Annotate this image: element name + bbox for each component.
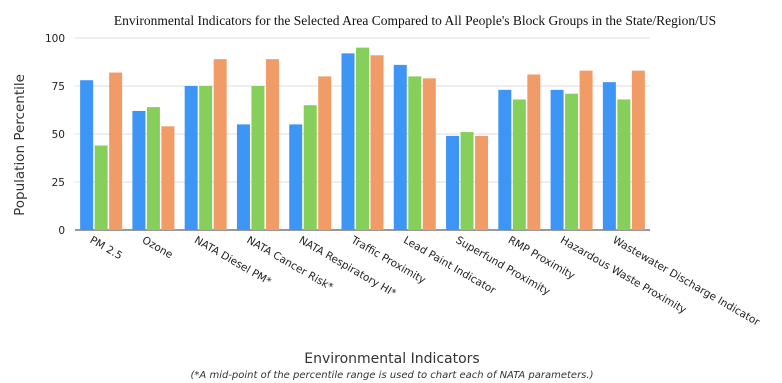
- bar-series-2: [617, 99, 631, 230]
- bar-series-3: [109, 72, 123, 230]
- bar-series-3: [579, 70, 593, 230]
- x-tick-label: Ozone: [140, 234, 175, 261]
- bar-series-2: [251, 86, 265, 230]
- x-tick-label: NATA Cancer Risk*: [244, 234, 335, 293]
- x-axis-label: Environmental Indicators: [304, 351, 479, 367]
- footnote: (*A mid-point of the percentile range is…: [191, 370, 594, 381]
- bar-series-3: [265, 59, 279, 231]
- bar-series-1: [446, 135, 460, 230]
- x-tick-label: Superfund Proximity: [454, 234, 552, 298]
- bar-series-3: [475, 135, 489, 230]
- bar-series-2: [303, 105, 317, 230]
- bar-series-3: [213, 59, 227, 231]
- bar-series-2: [356, 47, 369, 230]
- bar-series-2: [94, 145, 108, 230]
- bars: [80, 47, 645, 231]
- bar-series-2: [565, 93, 579, 231]
- bar-series-2: [512, 99, 526, 230]
- bar-series-1: [550, 89, 564, 230]
- bar-series-2: [146, 107, 160, 230]
- bar-series-2: [408, 76, 422, 231]
- x-axis-ticks: PM 2.5 Ozone NATA Diesel PM*NATA Cancer Ri…: [88, 234, 763, 329]
- y-tick-label: 50: [52, 129, 65, 141]
- bar-series-1: [80, 80, 94, 231]
- bar-series-1: [132, 110, 146, 230]
- bar-series-2: [460, 132, 474, 230]
- y-tick-label: 0: [58, 225, 65, 237]
- y-tick-label: 100: [45, 33, 65, 45]
- x-tick-label: NATA Respiratory HI*: [297, 234, 398, 299]
- y-tick-label: 75: [52, 81, 65, 93]
- y-tick-label: 25: [52, 177, 65, 189]
- bar-series-3: [161, 126, 175, 230]
- bar-series-3: [370, 55, 384, 230]
- x-tick-label: Lead Paint Indicator: [401, 234, 498, 297]
- bar-series-1: [602, 82, 616, 230]
- bar-series-1: [236, 124, 250, 230]
- bar-series-1: [341, 53, 355, 230]
- bar-series-3: [422, 78, 436, 230]
- bar-series-1: [184, 86, 198, 230]
- bar-series-1: [393, 64, 407, 230]
- bar-series-3: [527, 74, 541, 230]
- bar-series-1: [498, 89, 512, 230]
- bar-series-3: [318, 76, 332, 231]
- bar-series-3: [631, 70, 645, 230]
- y-axis-label: Population Percentile: [12, 74, 28, 216]
- bar-series-2: [199, 86, 213, 230]
- chart-title: Environmental Indicators for the Selecte…: [114, 13, 716, 28]
- x-tick-label: PM 2.5: [88, 234, 125, 262]
- y-axis-ticks: 0 25 50 75 100: [45, 33, 65, 237]
- bar-series-1: [289, 124, 303, 230]
